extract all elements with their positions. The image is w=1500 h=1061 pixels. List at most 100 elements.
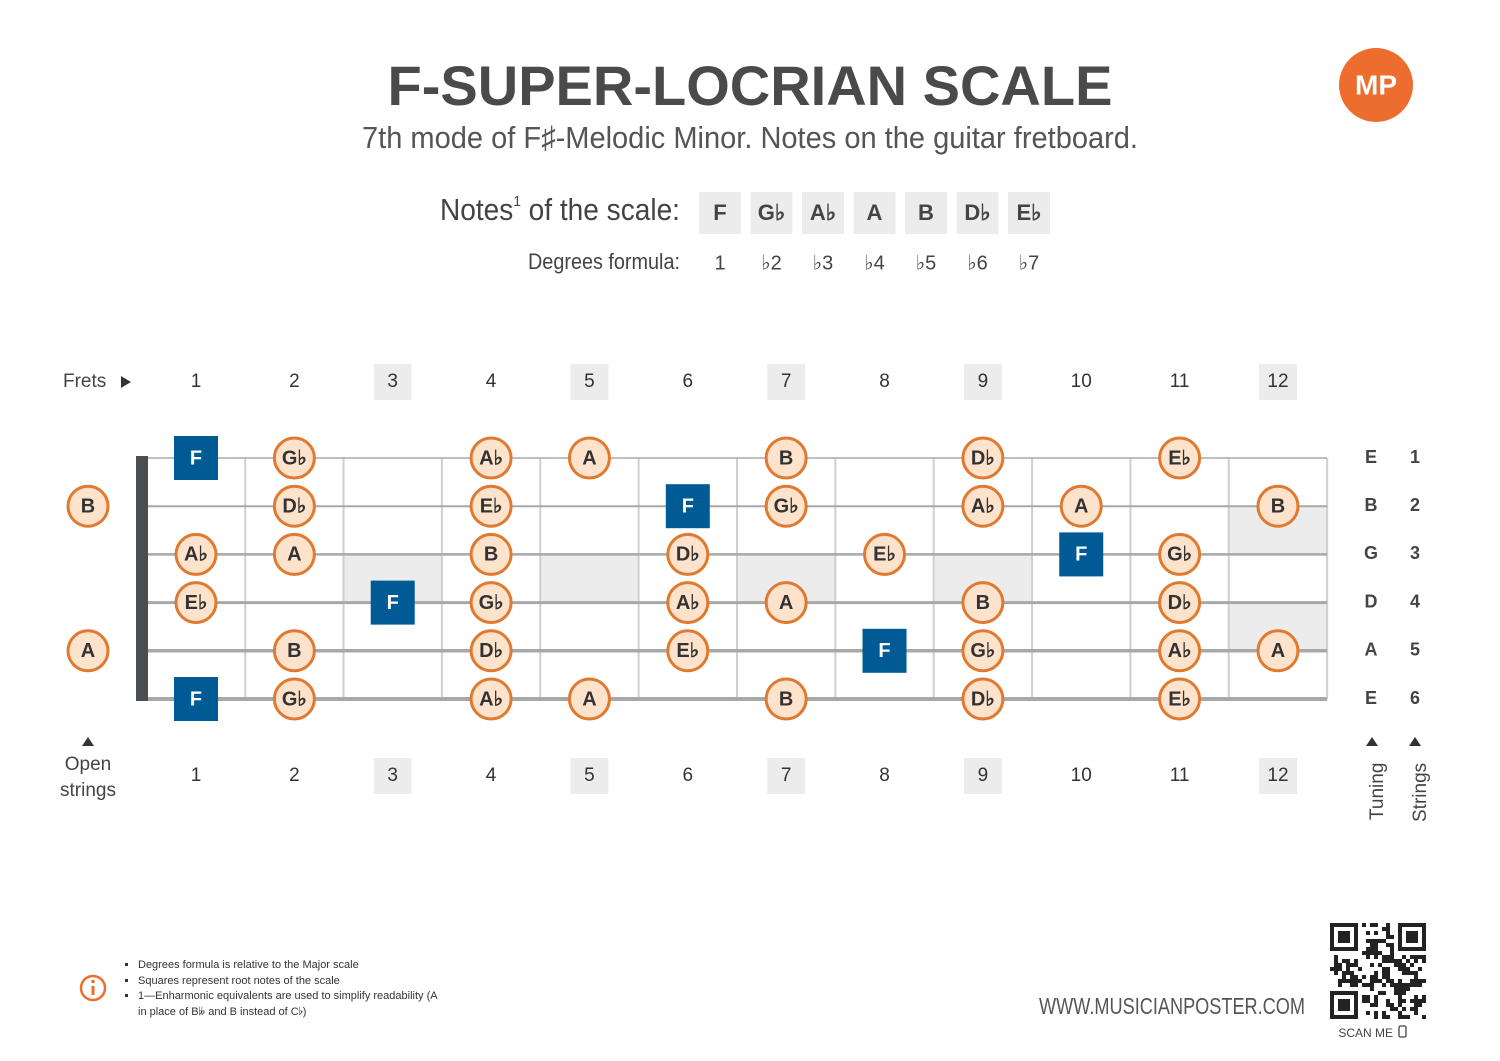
- qr-cell: [1386, 971, 1390, 975]
- qr-cell: [1390, 959, 1394, 963]
- open-label-text: strings: [60, 780, 116, 801]
- note-label: B: [779, 447, 793, 469]
- qr-cell: [1402, 963, 1406, 967]
- note: [764, 581, 808, 625]
- note-label: A♭: [184, 544, 208, 566]
- fret-number: 11: [1170, 371, 1190, 392]
- fret-number: 4: [486, 371, 497, 392]
- note-box: [853, 192, 896, 234]
- open-label: Open strings: [60, 754, 116, 801]
- note-label: A♭: [1168, 640, 1192, 662]
- note-label: A: [1271, 640, 1285, 662]
- note: [1158, 581, 1202, 625]
- root-note: [174, 677, 218, 721]
- tuning: B: [1365, 495, 1378, 515]
- qr-cell: [1346, 979, 1350, 983]
- qr-cell: [1386, 979, 1390, 983]
- note-label: E♭: [480, 495, 503, 517]
- note: [272, 629, 316, 673]
- qr-cell: [1418, 983, 1422, 987]
- info-icon-dot: [91, 979, 95, 984]
- qr-cell: [1406, 971, 1410, 975]
- scale-note: A♭: [810, 200, 836, 225]
- qr-cell: [1414, 999, 1418, 1003]
- fret-number: 9: [978, 765, 989, 786]
- qr-cell: [1390, 979, 1394, 983]
- degree: ♭6: [967, 252, 988, 274]
- note-label: G♭: [282, 688, 307, 710]
- note-label: G♭: [774, 495, 799, 517]
- fret-number-box: [767, 758, 806, 794]
- note-label: D♭: [971, 447, 995, 469]
- qr-cell: [1394, 1007, 1398, 1011]
- inlay: [540, 554, 639, 603]
- note: [469, 581, 513, 625]
- qr-cell: [1386, 959, 1390, 963]
- qr-cell: [1414, 955, 1418, 959]
- qr-cell: [1370, 939, 1374, 943]
- qr-cell: [1374, 999, 1378, 1003]
- footnote: Squares represent root notes of the scal…: [138, 974, 438, 990]
- tuning-label: Tuning: [1367, 763, 1388, 820]
- qr-cell: [1414, 1007, 1418, 1011]
- scan-me: SCAN ME: [1338, 1026, 1393, 1040]
- qr-cell: [1382, 983, 1386, 987]
- qr-finder: [1338, 999, 1350, 1011]
- qr-cell: [1342, 959, 1346, 963]
- title: F-SUPER-LOCRIAN SCALE: [388, 54, 1113, 117]
- qr-cell: [1334, 959, 1338, 963]
- note-label: D♭: [282, 495, 306, 517]
- notes-heading: Notes1 of the scale:: [440, 192, 680, 227]
- qr-cell: [1386, 927, 1390, 931]
- qr-cell: [1414, 995, 1418, 999]
- qr-cell: [1406, 959, 1410, 963]
- qr-cell: [1406, 983, 1410, 987]
- qr-cell: [1410, 971, 1414, 975]
- qr-cell: [1358, 967, 1362, 971]
- root-note: [174, 436, 218, 480]
- qr-cell: [1382, 991, 1386, 995]
- qr-cell: [1354, 959, 1358, 963]
- note-label: D♭: [676, 544, 700, 566]
- scale-note: B: [918, 200, 934, 225]
- tuning: E: [1365, 688, 1377, 708]
- qr-cell: [1342, 975, 1346, 979]
- fret-number-box: [767, 364, 806, 400]
- note-label: D♭: [479, 640, 503, 662]
- nut: [136, 456, 148, 701]
- qr-cell: [1386, 967, 1390, 971]
- root-note-label: F: [190, 447, 202, 469]
- qr-cell: [1374, 931, 1378, 935]
- string-number: 6: [1410, 688, 1420, 708]
- qr-cell: [1382, 975, 1386, 979]
- note: [1158, 436, 1202, 480]
- qr-cell: [1370, 975, 1374, 979]
- scale-note: E♭: [1016, 200, 1041, 225]
- qr-cell: [1422, 979, 1426, 983]
- fret-number: 10: [1071, 765, 1092, 786]
- frets-label: Frets: [63, 371, 106, 392]
- qr-cell: [1382, 967, 1386, 971]
- qr-cell: [1334, 955, 1338, 959]
- note-label: E♭: [1168, 688, 1191, 710]
- note-label: B: [779, 688, 793, 710]
- note-label: E♭: [873, 544, 896, 566]
- fret-number: 2: [289, 371, 300, 392]
- qr-cell: [1406, 1015, 1410, 1019]
- note: [666, 581, 710, 625]
- qr-cell: [1374, 947, 1378, 951]
- qr-cell: [1374, 1015, 1378, 1019]
- qr-cell: [1386, 999, 1390, 1003]
- info-icon: [79, 974, 107, 1002]
- string-number: 1: [1410, 447, 1420, 467]
- qr-cell: [1378, 963, 1382, 967]
- qr-cell: [1398, 967, 1402, 971]
- root-note-label: F: [682, 495, 694, 517]
- fret-number: 1: [191, 371, 202, 392]
- qr-cell: [1386, 1015, 1390, 1019]
- fret-number: 3: [387, 371, 398, 392]
- qr-cell: [1386, 955, 1390, 959]
- qr-cell: [1374, 923, 1378, 927]
- qr-cell: [1382, 1011, 1386, 1015]
- degree: ♭7: [1019, 252, 1040, 274]
